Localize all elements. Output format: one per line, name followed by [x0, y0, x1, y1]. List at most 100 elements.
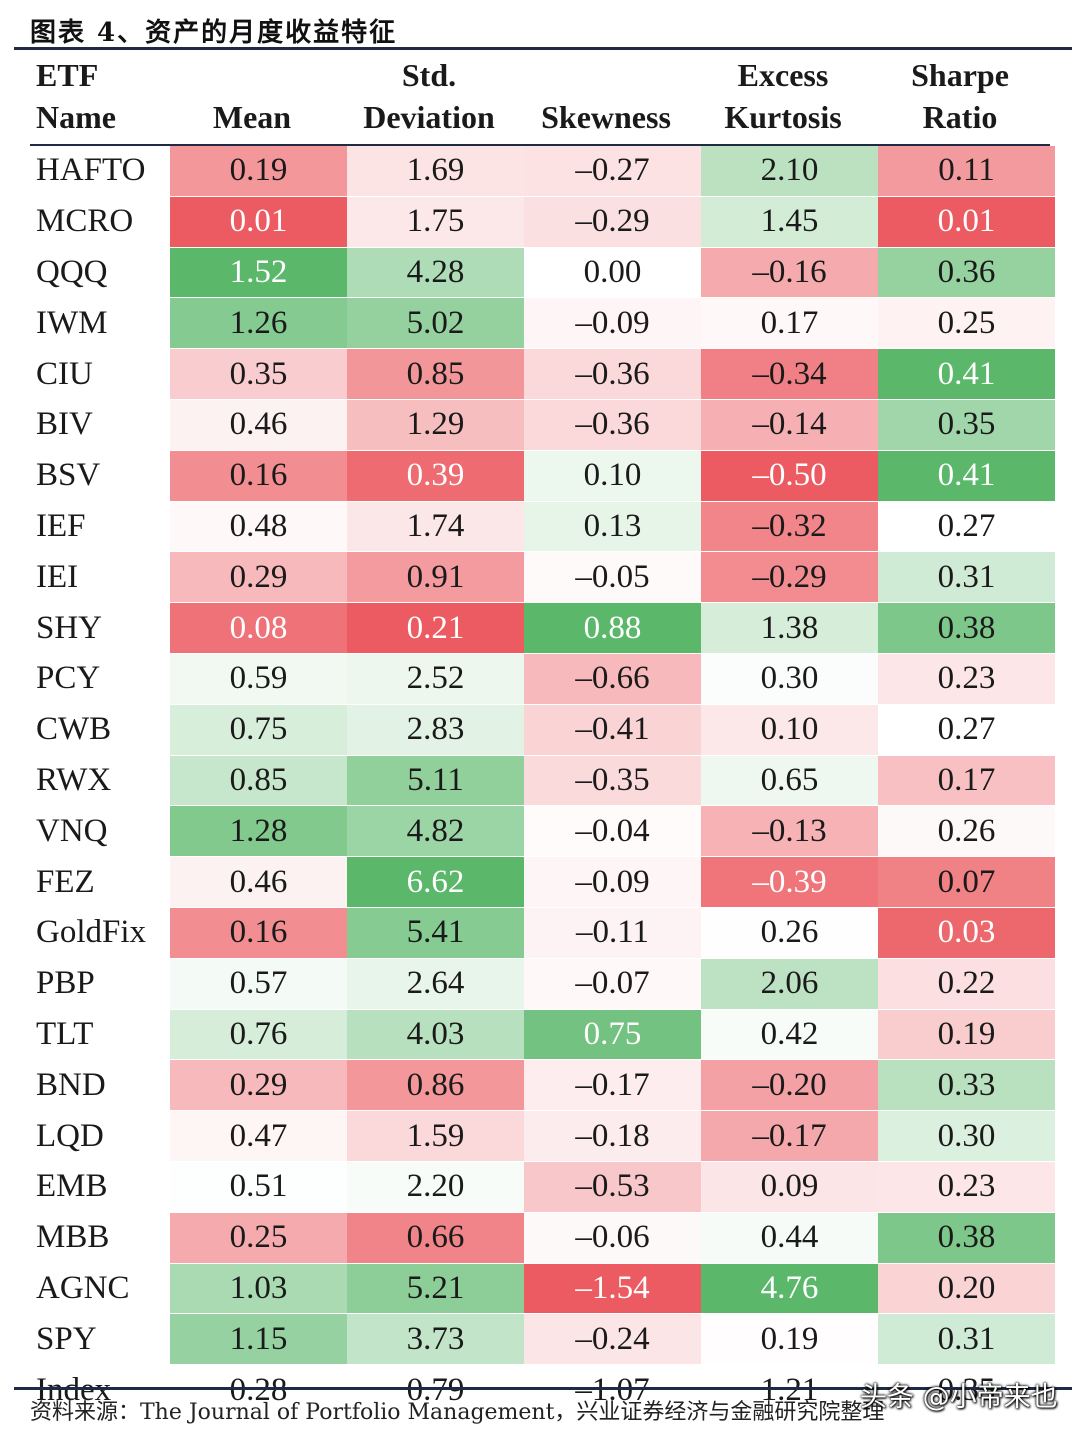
value-cell: 0.10	[524, 450, 701, 502]
value-cell: 0.41	[878, 348, 1055, 400]
value-cell: 1.75	[347, 196, 524, 248]
header-std-line1: Std.	[401, 57, 457, 93]
value-cell: 0.39	[347, 450, 524, 502]
value-cell: 5.41	[347, 907, 524, 959]
table-row: PCY 0.59 2.52 –0.66 0.30 0.23	[30, 653, 1055, 705]
value-cell: 0.88	[524, 602, 701, 654]
table-row: MBB 0.25 0.66 –0.06 0.44 0.38	[30, 1212, 1055, 1264]
value-cell: 0.79	[347, 1364, 524, 1416]
header-skewness-line2: Skewness	[541, 99, 671, 135]
value-cell: 0.38	[878, 1212, 1055, 1264]
table-row: FEZ 0.46 6.62 –0.09 –0.39 0.07	[30, 856, 1055, 908]
value-cell: 0.30	[701, 653, 878, 705]
value-cell: 1.03	[170, 1263, 347, 1315]
value-cell: 0.20	[878, 1263, 1055, 1315]
value-cell: 1.28	[170, 805, 347, 858]
value-cell: 3.73	[347, 1313, 524, 1366]
value-cell: 0.01	[878, 196, 1055, 248]
value-cell: 1.52	[170, 247, 347, 299]
table-row: HAFTO 0.19 1.69 –0.27 2.10 0.11	[30, 146, 1055, 197]
value-cell: –0.09	[524, 297, 701, 350]
value-cell: 0.76	[170, 1009, 347, 1061]
etf-name-cell: IWM	[30, 297, 170, 350]
value-cell: 0.41	[878, 450, 1055, 502]
table-row: PBP 0.57 2.64 –0.07 2.06 0.22	[30, 958, 1055, 1010]
value-cell: –0.41	[524, 704, 701, 756]
value-cell: –0.04	[524, 805, 701, 858]
table-row: SPY 1.15 3.73 –0.24 0.19 0.31	[30, 1313, 1055, 1366]
table-row: BIV 0.46 1.29 –0.36 –0.14 0.35	[30, 399, 1055, 451]
value-cell: 0.26	[878, 805, 1055, 858]
value-cell: 0.25	[170, 1212, 347, 1264]
etf-name-cell: PCY	[30, 653, 170, 705]
table-row: CIU 0.35 0.85 –0.36 –0.34 0.41	[30, 348, 1055, 400]
value-cell: 0.27	[878, 704, 1055, 756]
value-cell: 0.03	[878, 907, 1055, 959]
table-row: EMB 0.51 2.20 –0.53 0.09 0.23	[30, 1161, 1055, 1213]
value-cell: –0.35	[524, 755, 701, 807]
value-cell: –0.17	[524, 1059, 701, 1112]
table-row: VNQ 1.28 4.82 –0.04 –0.13 0.26	[30, 805, 1055, 858]
value-cell: –0.16	[701, 247, 878, 299]
header-mean-line2: Mean	[212, 99, 292, 135]
value-cell: 2.10	[701, 146, 878, 197]
header-etf-name-line1: ETF	[36, 57, 99, 93]
source-note: 资料来源：The Journal of Portfolio Management…	[30, 1400, 885, 1425]
value-cell: –0.66	[524, 653, 701, 705]
value-cell: –0.36	[524, 399, 701, 451]
table-row: SHY 0.08 0.21 0.88 1.38 0.38	[30, 602, 1055, 654]
etf-name-cell: LQD	[30, 1110, 170, 1162]
header-etf-name-line2: Name	[36, 99, 116, 135]
value-cell: 0.44	[701, 1212, 878, 1264]
value-cell: 2.20	[347, 1161, 524, 1213]
etf-name-cell: IEI	[30, 551, 170, 604]
value-cell: 0.33	[878, 1059, 1055, 1112]
value-cell: –0.34	[701, 348, 878, 400]
value-cell: –0.36	[524, 348, 701, 400]
value-cell: –0.09	[524, 856, 701, 908]
value-cell: 0.16	[170, 907, 347, 959]
value-cell: 0.31	[878, 551, 1055, 604]
value-cell: 1.59	[347, 1110, 524, 1162]
etf-name-cell: EMB	[30, 1161, 170, 1213]
etf-name-cell: AGNC	[30, 1263, 170, 1315]
etf-statistics-table: HAFTO 0.19 1.69 –0.27 2.10 0.11 MCRO 0.01 1.75 –0…	[30, 146, 1055, 1416]
value-cell: 0.42	[701, 1009, 878, 1061]
header-rule	[30, 144, 1050, 146]
etf-name-cell: BND	[30, 1059, 170, 1112]
watermark: 头条 @小帝来也	[860, 1382, 1058, 1413]
value-cell: 0.25	[878, 297, 1055, 350]
value-cell: 0.36	[878, 247, 1055, 299]
value-cell: 0.85	[347, 348, 524, 400]
etf-name-cell: MCRO	[30, 196, 170, 248]
header-std-line2: Deviation	[363, 99, 495, 135]
etf-name-cell: QQQ	[30, 247, 170, 299]
value-cell: –0.06	[524, 1212, 701, 1264]
table-row: MCRO 0.01 1.75 –0.29 1.45 0.01	[30, 196, 1055, 248]
value-cell: –0.17	[701, 1110, 878, 1162]
value-cell: 0.22	[878, 958, 1055, 1010]
value-cell: 4.82	[347, 805, 524, 858]
table-row: IEF 0.48 1.74 0.13 –0.32 0.27	[30, 501, 1055, 553]
etf-name-cell: SPY	[30, 1313, 170, 1366]
table-row: IWM 1.26 5.02 –0.09 0.17 0.25	[30, 297, 1055, 350]
value-cell: 4.76	[701, 1263, 878, 1315]
value-cell: –0.11	[524, 907, 701, 959]
etf-name-cell: BSV	[30, 450, 170, 502]
value-cell: 0.35	[170, 348, 347, 400]
value-cell: 0.48	[170, 501, 347, 553]
table-row: TLT 0.76 4.03 0.75 0.42 0.19	[30, 1009, 1055, 1061]
bottom-rule	[14, 1387, 1072, 1390]
value-cell: 5.21	[347, 1263, 524, 1315]
value-cell: –0.14	[701, 399, 878, 451]
value-cell: 1.69	[347, 146, 524, 197]
value-cell: 6.62	[347, 856, 524, 908]
value-cell: 2.64	[347, 958, 524, 1010]
table-row: BSV 0.16 0.39 0.10 –0.50 0.41	[30, 450, 1055, 502]
value-cell: 1.15	[170, 1313, 347, 1366]
value-cell: 1.29	[347, 399, 524, 451]
header-skewness: Skewness	[518, 54, 694, 138]
header-sharpe-ratio: Sharpe Ratio	[872, 54, 1048, 138]
header-skewness-line1	[518, 54, 694, 96]
value-cell: 0.09	[701, 1161, 878, 1213]
